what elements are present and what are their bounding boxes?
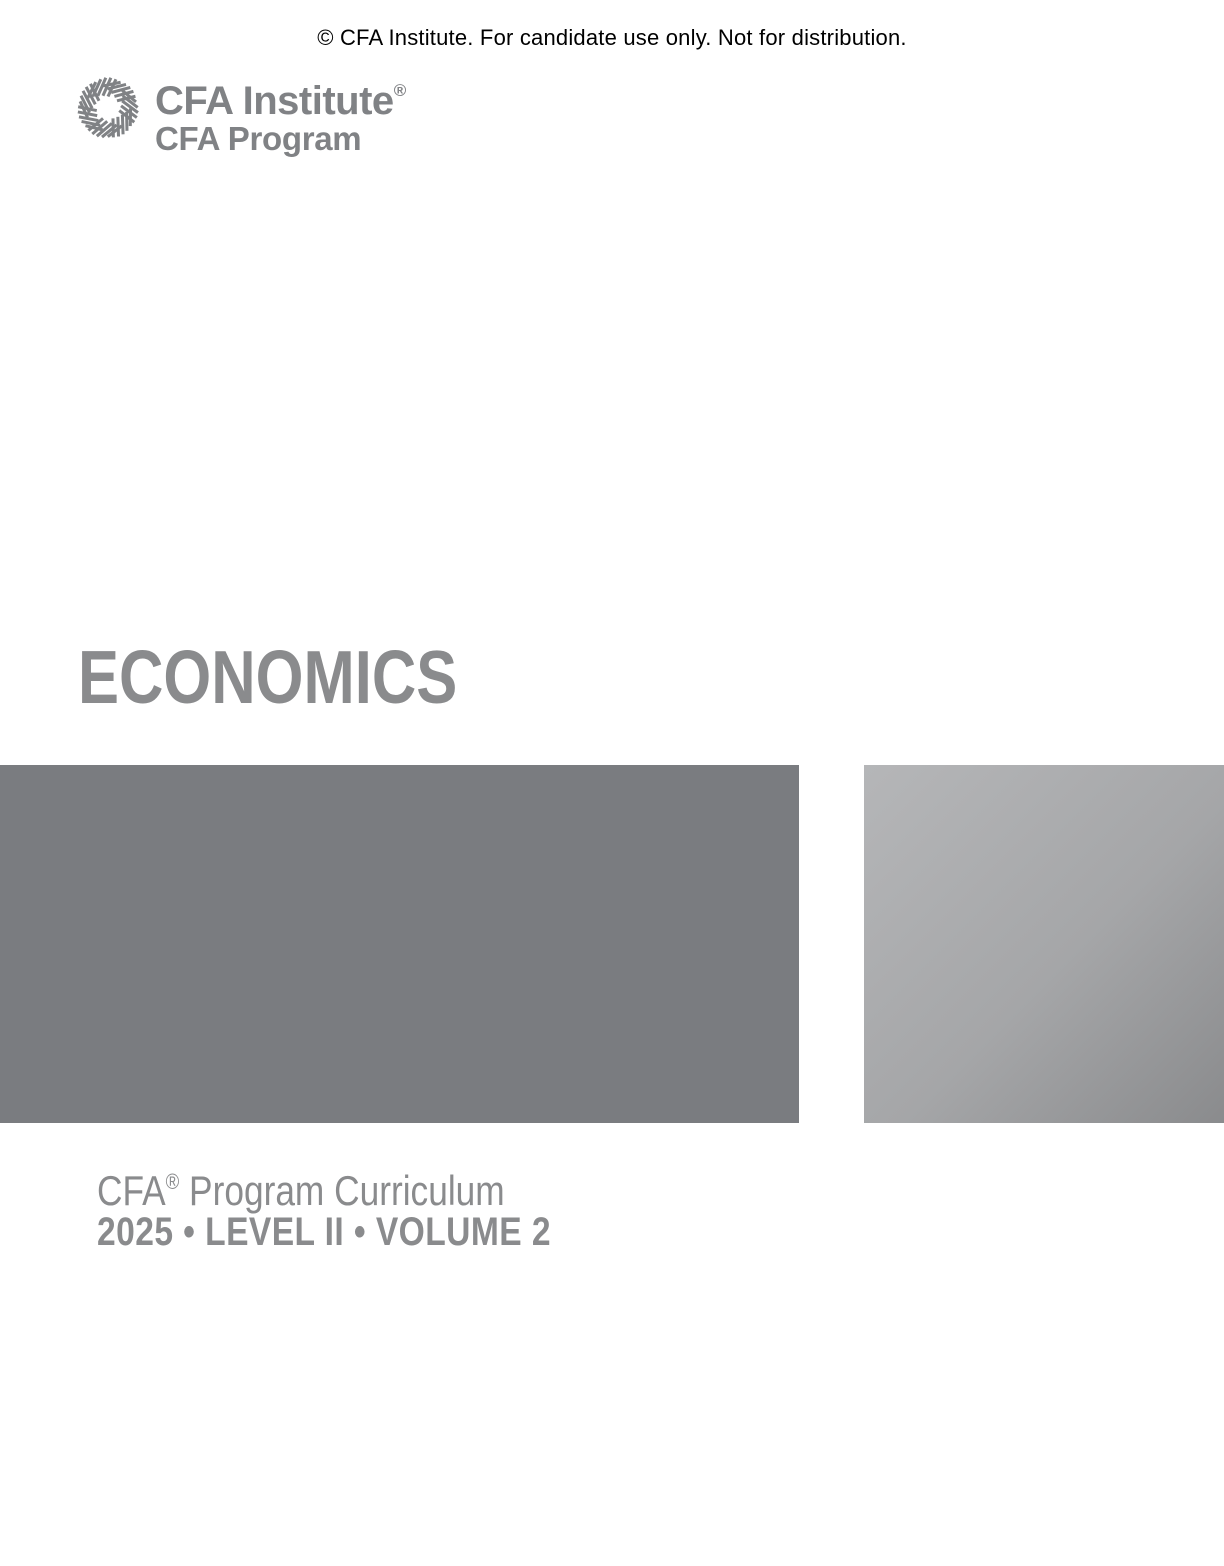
cover-title-text: ECONOMICS xyxy=(78,635,458,719)
cfa-institute-logo: CFA Institute® CFA Program xyxy=(155,81,406,155)
cover-title: ECONOMICS xyxy=(78,640,541,715)
edition-line: 2025 • LEVEL II • VOLUME 2 xyxy=(97,1212,637,1252)
curriculum-line-text: CFA® Program Curriculum xyxy=(97,1170,505,1212)
curriculum-prefix: CFA xyxy=(97,1167,166,1214)
cover-band-left xyxy=(0,765,799,1123)
curriculum-line: CFA® Program Curriculum xyxy=(97,1170,582,1212)
registered-mark: ® xyxy=(393,81,407,100)
curriculum-suffix: Program Curriculum xyxy=(179,1167,505,1214)
logo-org-name-text: CFA Institute xyxy=(155,79,394,123)
cover-band-right xyxy=(864,765,1224,1123)
copyright-notice: © CFA Institute. For candidate use only.… xyxy=(317,25,907,50)
registered-mark: ® xyxy=(165,1169,180,1194)
edition-line-text: 2025 • LEVEL II • VOLUME 2 xyxy=(97,1210,551,1254)
logo-org-name: CFA Institute® xyxy=(155,81,406,121)
logo-program-name: CFA Program xyxy=(155,120,362,157)
cfa-pinwheel-icon xyxy=(72,72,144,144)
